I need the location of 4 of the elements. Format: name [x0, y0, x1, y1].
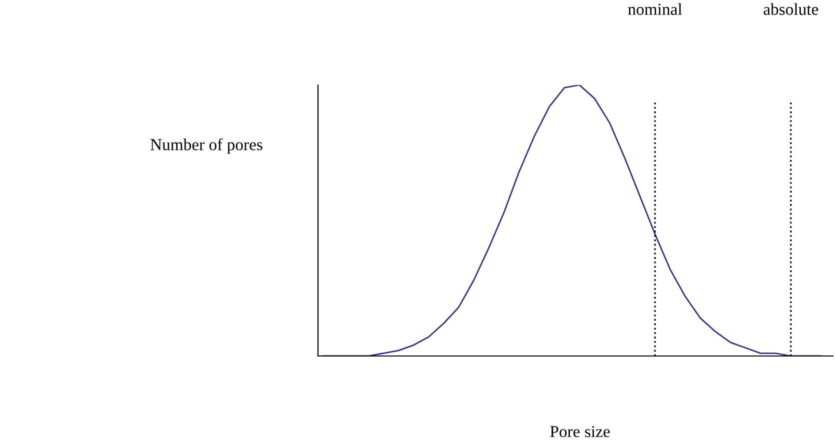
y-axis-title: Number of pores — [150, 138, 262, 154]
x-tick-label: nominal — [628, 3, 682, 15]
x-axis-title: Pore size — [550, 426, 610, 438]
x-tick-label: absolute — [764, 3, 818, 15]
